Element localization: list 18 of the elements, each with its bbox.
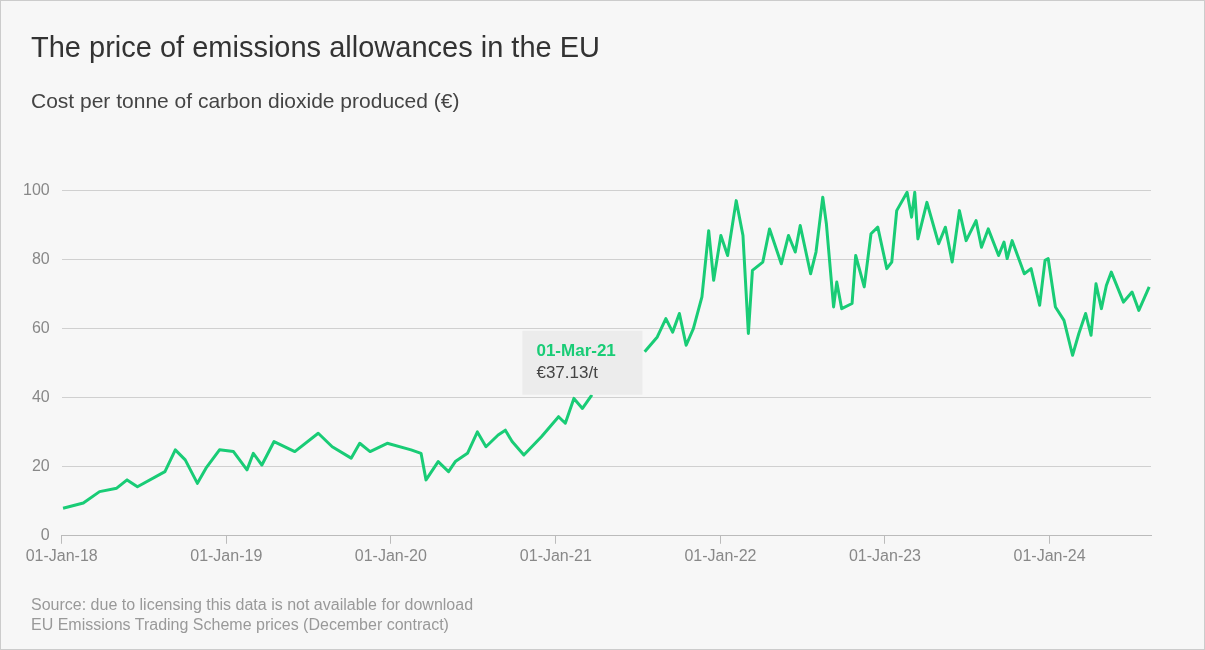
x-tick-label: 01-Jan-21 — [519, 546, 592, 564]
x-tick-label: 01-Jan-19 — [190, 546, 263, 564]
y-tick-label: 0 — [40, 526, 50, 544]
source-note: Source: due to licensing this data is not available for download — [31, 595, 474, 615]
chart-subtitle: Cost per tonne of carbon dioxide produced (€) — [31, 89, 460, 113]
y-tick-label: 60 — [31, 319, 50, 337]
x-tick-label: 01-Jan-18 — [25, 546, 98, 564]
y-tick-label: 100 — [22, 181, 50, 199]
x-tick-label: 01-Jan-22 — [684, 546, 757, 564]
y-tick-label: 40 — [31, 388, 50, 406]
x-tick-label: 01-Jan-24 — [1013, 546, 1086, 564]
text: EU Emissions Trading Scheme prices (December contract) — [31, 615, 450, 635]
y-tick-label: 20 — [31, 457, 50, 475]
x-tick-label: 01-Jan-23 — [848, 546, 922, 564]
chart-title: The price of emissions allowances in the EU — [31, 31, 600, 64]
y-tick-label: 80 — [31, 250, 50, 268]
annotation: 01-Mar-21 €37.13/t — [536, 340, 616, 382]
x-tick-label: 01-Jan-20 — [354, 546, 427, 564]
